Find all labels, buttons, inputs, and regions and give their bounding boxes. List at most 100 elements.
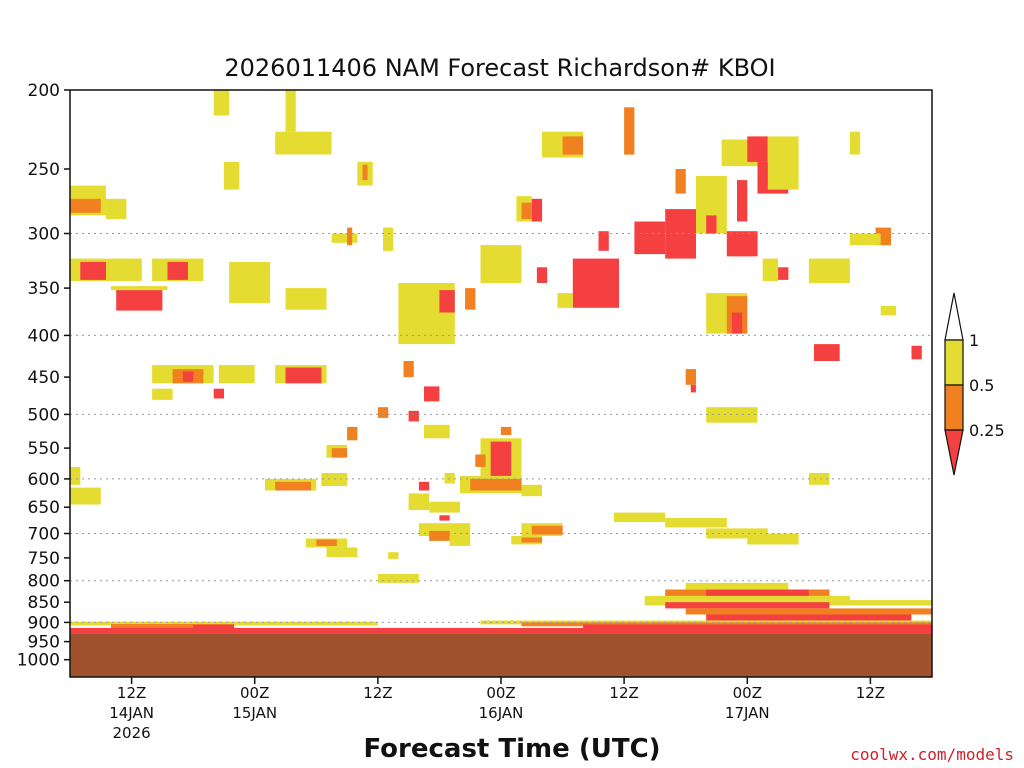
ri-cell-40 <box>706 215 717 234</box>
y-tick-label-250: 250 <box>28 160 60 180</box>
ri-cell-27 <box>531 198 543 222</box>
ri-cell-19 <box>347 227 353 246</box>
y-tick-label-750: 750 <box>28 549 60 569</box>
ri-cell-77 <box>347 426 358 441</box>
ri-cell-114 <box>644 595 850 601</box>
ri-cell-42 <box>737 180 748 222</box>
ri-cell-57 <box>880 305 897 316</box>
legend-label-0.5: 0.5 <box>969 376 994 395</box>
ri-cell-20 <box>383 227 394 251</box>
ri-cell-11 <box>116 290 163 311</box>
ri-cell-36 <box>634 221 666 255</box>
ri-cell-49 <box>731 312 743 334</box>
ri-cell-37 <box>665 209 696 259</box>
x-axis-label: Forecast Time (UTC) <box>363 734 660 764</box>
ri-cell-88 <box>418 481 430 491</box>
ri-cell-113 <box>808 473 830 485</box>
y-tick-label-300: 300 <box>28 225 60 245</box>
ri-cell-65 <box>285 367 322 384</box>
ri-cell-86 <box>475 454 486 467</box>
ri-cell-120 <box>685 608 932 615</box>
ri-cell-18 <box>331 233 358 243</box>
ri-cell-38 <box>675 169 686 194</box>
x-tick-label-3: 00Z <box>486 684 515 702</box>
legend-swatch-0.25-0.5 <box>944 384 964 431</box>
ri-cell-62 <box>218 365 255 384</box>
ri-cell-117 <box>706 589 809 596</box>
ri-cell-52 <box>808 258 850 283</box>
ri-cell-101 <box>531 525 563 535</box>
ri-cell-53 <box>814 344 840 361</box>
ri-cell-68 <box>424 386 440 402</box>
ri-cell-125 <box>70 621 378 626</box>
ri-cell-46 <box>767 136 799 190</box>
x-tick-date-5: 17JAN <box>725 704 770 722</box>
ri-cell-98 <box>429 530 450 541</box>
ri-cell-63 <box>213 388 224 399</box>
ri-cell-112 <box>377 574 419 583</box>
ri-cell-123 <box>521 622 932 627</box>
ground-area <box>70 633 932 677</box>
x-tick-label-5: 00Z <box>733 684 762 702</box>
x-tick-label-6: 12Z <box>856 684 885 702</box>
ri-cell-14 <box>167 261 188 280</box>
x-tick-date-0: 14JAN <box>109 704 154 722</box>
ri-cell-1 <box>70 198 101 213</box>
y-tick-label-1000: 1000 <box>17 651 60 671</box>
x-tick-label-0: 12Z <box>117 684 146 702</box>
x-tick-date-1: 15JAN <box>232 704 277 722</box>
ri-cell-3 <box>213 90 230 116</box>
ri-cell-121 <box>706 614 912 621</box>
plot-frame <box>69 89 933 678</box>
ri-cell-119 <box>665 602 830 609</box>
ri-cell-79 <box>331 448 348 458</box>
ri-cell-12 <box>111 286 168 291</box>
ri-cell-15 <box>229 261 271 303</box>
ri-cell-17 <box>285 288 327 310</box>
ri-cell-35 <box>624 107 635 155</box>
ri-cell-70 <box>690 384 696 393</box>
ri-cell-24 <box>465 288 476 310</box>
ri-cell-61 <box>182 371 194 382</box>
ri-cell-50 <box>762 258 779 281</box>
ri-cell-87 <box>444 473 455 484</box>
ri-cell-10 <box>80 261 106 280</box>
legend-arrow-top <box>944 292 964 341</box>
y-tick-label-950: 950 <box>28 633 60 653</box>
ri-cell-94 <box>408 493 430 510</box>
ri-cell-56 <box>849 233 881 246</box>
color-legend: 0.25 0.5 1 <box>944 292 1005 476</box>
x-axis: 12Z 14JAN 2026 00Z 15JAN 12Z 00Z 16JAN 12Z 00Z 17J… <box>109 677 885 742</box>
ri-cell-105 <box>665 518 727 528</box>
ri-cell-51 <box>778 267 789 280</box>
ri-cell-92 <box>70 466 81 485</box>
y-axis: 200 250 300 350 400 450 500 550 600 650 700 750 8008… <box>17 81 70 671</box>
ri-cell-96 <box>439 515 450 521</box>
y-tick-label-500: 500 <box>28 405 60 425</box>
ri-cell-126 <box>111 624 235 629</box>
ri-cell-127 <box>193 624 235 629</box>
ri-cell-54 <box>849 131 861 155</box>
ri-cell-25 <box>480 245 522 283</box>
y-tick-label-800: 800 <box>28 572 60 592</box>
ri-cell-30 <box>562 136 584 155</box>
y-tick-label-850: 850 <box>28 593 60 613</box>
ri-cell-34 <box>598 231 609 251</box>
ri-cell-93 <box>70 487 101 505</box>
y-tick-label-550: 550 <box>28 439 60 459</box>
ri-cell-58 <box>911 345 922 360</box>
y-tick-label-400: 400 <box>28 326 60 346</box>
ri-cell-6 <box>223 161 240 190</box>
ri-cell-43 <box>726 231 758 257</box>
ri-cell-8 <box>362 164 368 181</box>
ri-cell-66 <box>152 388 173 400</box>
y-tick-label-350: 350 <box>28 279 60 299</box>
y-tick-label-450: 450 <box>28 368 60 388</box>
ri-cell-45 <box>747 136 768 162</box>
chart-title: 2026011406 NAM Forecast Richardson# KBOI <box>224 54 775 82</box>
y-tick-label-900: 900 <box>28 613 60 633</box>
ri-cell-109 <box>316 539 337 546</box>
ri-cell-31 <box>536 267 548 283</box>
ri-cell-111 <box>388 552 399 559</box>
